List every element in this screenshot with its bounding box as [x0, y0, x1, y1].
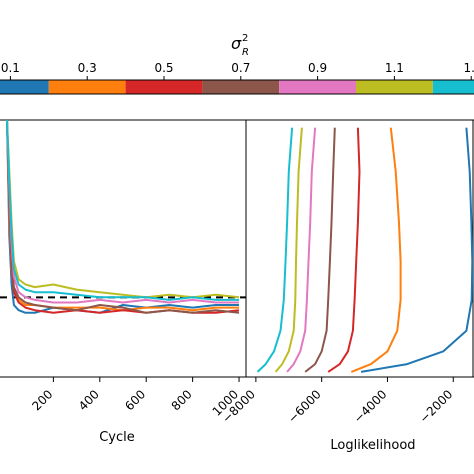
x-tick-label: 800	[169, 387, 195, 413]
colorbar-tick-label: 0.3	[78, 61, 97, 75]
x-tick-label: −4000	[351, 387, 390, 426]
x-tick-label: −2000	[417, 387, 456, 426]
series-clip-group	[0, 120, 246, 314]
right-axes	[246, 119, 474, 378]
colorbar-tick-label: 1.1	[385, 61, 404, 75]
left-x-axis-label: Cycle	[99, 430, 135, 445]
series-line	[6, 120, 239, 304]
series-clip-group	[256, 127, 473, 373]
series-line	[327, 127, 361, 373]
series-line	[6, 120, 239, 312]
series-line	[6, 120, 240, 299]
left-axes	[0, 119, 247, 378]
right-x-ticks: −8000 −6000 −4000 −2000	[219, 377, 455, 426]
x-tick-label: 600	[122, 387, 148, 413]
series-line	[350, 127, 402, 373]
x-tick-label: 200	[29, 387, 55, 413]
colorbar-segment	[202, 80, 280, 94]
series-line	[256, 127, 294, 373]
colorbar-segment	[279, 80, 356, 94]
colorbar-segment	[432, 80, 474, 94]
colorbar-label-sigma: σ	[231, 34, 242, 53]
series-line	[6, 120, 240, 314]
colorbar-tick-label: 0.9	[308, 61, 327, 75]
colorbar-tick-label: 0.5	[154, 61, 173, 75]
colorbar-label-superscript: 2	[242, 33, 248, 44]
series-line	[286, 127, 317, 373]
colorbar-segment	[0, 80, 49, 94]
colorbar-label: σ 2 R	[231, 33, 249, 58]
colorbar-tick-label: 1.:	[463, 61, 474, 75]
colorbar-segment	[48, 80, 126, 94]
colorbar-segment	[125, 80, 203, 94]
left-series-group	[0, 120, 246, 314]
right-series-group	[256, 127, 473, 373]
series-line	[6, 120, 239, 314]
series-line	[6, 120, 240, 314]
colorbar-tick-label: 0.7	[231, 61, 250, 75]
series-line	[274, 127, 303, 373]
x-tick-label: −6000	[285, 387, 324, 426]
series-line	[304, 127, 336, 373]
colorbar-label-subscript: R	[242, 47, 249, 58]
series-line	[360, 127, 473, 373]
colorbar-segment	[356, 80, 433, 94]
left-x-ticks: 200 400 600 800 1000	[29, 377, 241, 419]
series-line	[6, 120, 239, 301]
x-tick-label: 400	[76, 387, 102, 413]
colorbar-tick-label: 0.1	[1, 61, 20, 75]
right-x-axis-label: Loglikelihood	[330, 438, 415, 453]
colorbar-tick-labels: 0.1 0.3 0.5 0.7 0.9 1.1 1.:	[1, 61, 474, 75]
colorbar	[0, 76, 474, 95]
